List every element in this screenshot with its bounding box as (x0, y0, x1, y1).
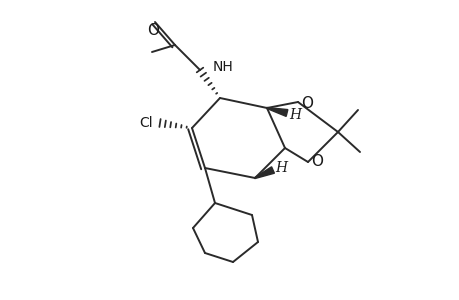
Text: O: O (147, 22, 159, 38)
Text: H: H (274, 161, 286, 175)
Polygon shape (266, 107, 287, 116)
Text: H: H (288, 108, 300, 122)
Text: Cl: Cl (139, 116, 152, 130)
Text: O: O (310, 154, 322, 169)
Polygon shape (254, 167, 274, 178)
Text: NH: NH (213, 60, 233, 74)
Text: O: O (300, 95, 312, 110)
